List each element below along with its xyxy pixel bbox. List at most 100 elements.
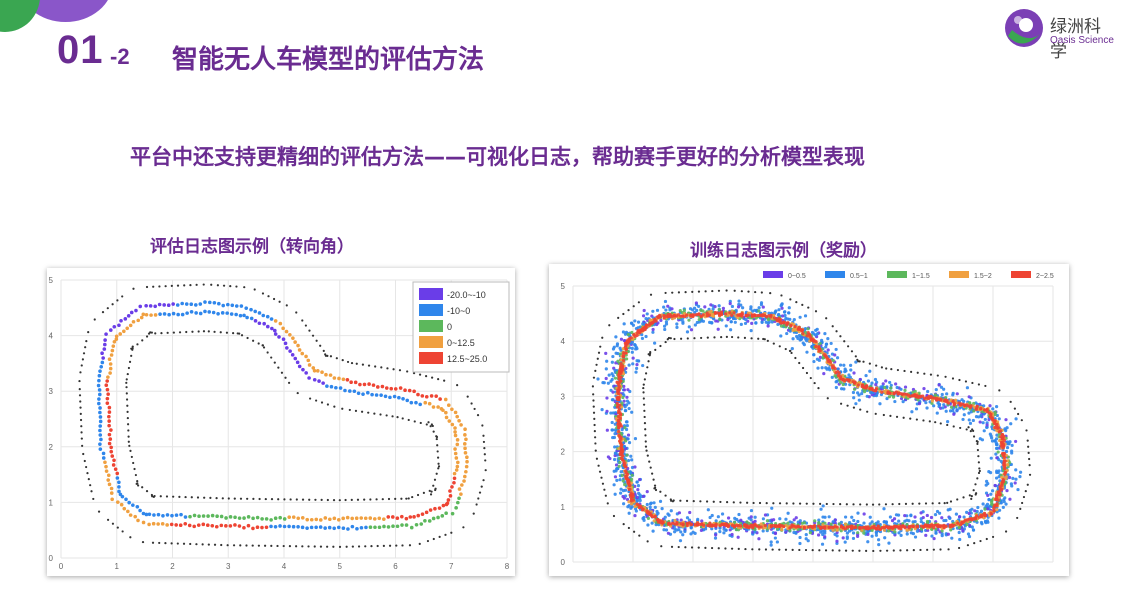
track-dot <box>772 342 775 345</box>
track-dot <box>425 375 428 378</box>
track-dot <box>262 346 266 349</box>
steering-point <box>149 313 153 317</box>
track-dot <box>183 284 186 287</box>
reward-point <box>813 333 818 337</box>
reward-point <box>666 315 670 319</box>
track-dot <box>666 338 669 341</box>
reward-point <box>821 529 825 533</box>
reward-point <box>780 303 784 307</box>
reward-point <box>611 390 615 394</box>
steering-point <box>206 514 210 518</box>
track-dot <box>301 498 305 501</box>
reward-point <box>940 392 944 397</box>
reward-point <box>681 533 685 537</box>
reward-point <box>935 411 939 415</box>
reward-point <box>631 323 635 327</box>
steering-point <box>158 312 162 316</box>
reward-point <box>849 368 853 372</box>
steering-point <box>463 474 467 479</box>
x-tick-label: 3 <box>226 562 231 571</box>
reward-point <box>939 385 944 389</box>
track-dot <box>82 452 85 456</box>
track-dot <box>904 502 908 505</box>
reward-point <box>613 492 617 496</box>
reward-point <box>765 519 770 523</box>
track-dot <box>835 330 838 333</box>
track-dot <box>79 400 82 403</box>
track-dot <box>277 366 280 369</box>
steering-legend: -20.0~-10-10~000~12.512.5~25.0 <box>412 281 510 373</box>
reward-point <box>908 394 912 398</box>
reward-point <box>998 429 1003 433</box>
steering-point <box>300 515 305 520</box>
reward-point <box>621 358 626 362</box>
track-dot <box>862 360 865 363</box>
track-dot <box>127 429 130 432</box>
track-dot <box>852 406 856 409</box>
track-dot <box>644 445 648 448</box>
y-tick-label: 4 <box>49 332 54 341</box>
track-dot <box>475 503 478 506</box>
steering-point <box>311 366 316 370</box>
track-dot <box>1025 429 1028 432</box>
reward-point <box>917 401 922 406</box>
track-dot <box>670 545 674 548</box>
track-dot <box>324 353 327 356</box>
track-dot <box>804 548 808 552</box>
track-dot <box>724 547 727 550</box>
steering-point <box>444 502 449 507</box>
y-tick-label: 0 <box>561 558 566 567</box>
track-dot <box>437 465 441 468</box>
reward-point <box>629 502 634 506</box>
steering-point <box>350 516 354 521</box>
steering-point <box>282 517 287 521</box>
reward-point <box>667 521 671 526</box>
steering-point <box>459 423 463 427</box>
track-dot <box>315 339 318 342</box>
steering-point <box>246 515 251 519</box>
reward-point <box>645 489 649 494</box>
steering-point <box>407 388 412 393</box>
reward-point <box>717 304 721 308</box>
steering-point <box>400 523 404 527</box>
track-dot <box>902 416 905 419</box>
track-dot <box>732 501 735 504</box>
reward-point <box>714 519 718 523</box>
track-dot <box>765 502 768 505</box>
steering-point <box>377 516 382 521</box>
reward-point <box>851 390 856 395</box>
reward-point <box>621 379 625 384</box>
legend-label: 1~1.5 <box>912 273 930 280</box>
steering-point <box>180 312 185 317</box>
reward-point <box>1005 463 1009 467</box>
steering-point <box>221 303 226 308</box>
reward-point <box>884 379 888 383</box>
reward-point <box>767 320 771 324</box>
reward-point <box>988 404 992 408</box>
reward-point <box>697 304 701 308</box>
track-dot <box>470 402 473 405</box>
reward-point <box>990 498 994 503</box>
track-dot <box>825 502 828 506</box>
steering-point <box>450 511 455 516</box>
reward-point <box>613 475 618 479</box>
steering-point <box>341 377 346 382</box>
track-dot <box>652 478 655 481</box>
steering-point <box>106 375 110 379</box>
track-dot <box>659 344 662 348</box>
reward-point <box>617 386 621 390</box>
track-dot <box>178 495 181 498</box>
track-dot <box>898 502 901 506</box>
steering-point <box>119 502 124 507</box>
track-dot <box>373 412 376 415</box>
reward-point <box>700 522 704 526</box>
steering-point <box>107 410 112 414</box>
steering-point <box>448 489 452 493</box>
track-dot <box>436 450 439 453</box>
reward-point <box>720 512 725 516</box>
steering-chart-panel: 0 1 2 3 4 5 0 1 2 3 4 5 6 7 8 -20.0~-10 -10~0 0 0~12.5 12.5… <box>47 268 515 576</box>
steering-point <box>444 415 449 420</box>
track-dot <box>261 344 265 347</box>
track-dot <box>896 368 900 372</box>
steering-point <box>249 307 253 312</box>
